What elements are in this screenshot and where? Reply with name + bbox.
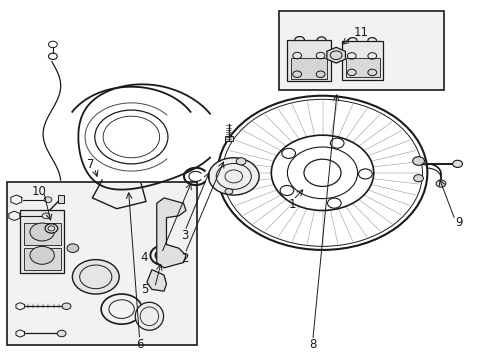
Circle shape <box>412 157 424 165</box>
Text: 1: 1 <box>288 198 295 211</box>
Bar <box>224 136 232 140</box>
Text: 3: 3 <box>181 229 188 242</box>
Bar <box>7 182 197 345</box>
Circle shape <box>208 158 259 195</box>
Text: 5: 5 <box>141 283 148 296</box>
Bar <box>23 248 61 270</box>
Text: 11: 11 <box>353 26 368 39</box>
Polygon shape <box>326 47 345 63</box>
Circle shape <box>44 197 52 203</box>
Circle shape <box>67 244 79 252</box>
Text: 6: 6 <box>136 338 143 351</box>
Bar <box>20 211 64 273</box>
Ellipse shape <box>135 302 163 330</box>
Polygon shape <box>147 270 166 291</box>
Bar <box>291 58 327 78</box>
Circle shape <box>452 160 462 167</box>
Circle shape <box>57 330 66 337</box>
Circle shape <box>30 246 54 264</box>
Bar <box>58 195 64 203</box>
Circle shape <box>72 260 119 294</box>
Circle shape <box>435 180 445 187</box>
Circle shape <box>30 223 54 241</box>
Polygon shape <box>157 198 185 268</box>
Bar <box>345 58 379 77</box>
Text: 9: 9 <box>454 216 462 229</box>
Circle shape <box>413 175 423 182</box>
Bar <box>23 223 61 244</box>
Circle shape <box>45 224 58 233</box>
Bar <box>341 41 383 80</box>
Bar <box>287 40 330 81</box>
Circle shape <box>42 213 50 219</box>
Circle shape <box>236 158 245 165</box>
Circle shape <box>224 189 232 194</box>
Text: 4: 4 <box>141 251 148 264</box>
Bar <box>278 12 444 90</box>
Text: 2: 2 <box>181 252 188 265</box>
Text: 7: 7 <box>87 158 95 171</box>
Text: 8: 8 <box>308 338 316 351</box>
Circle shape <box>62 303 71 310</box>
Text: 10: 10 <box>31 185 46 198</box>
